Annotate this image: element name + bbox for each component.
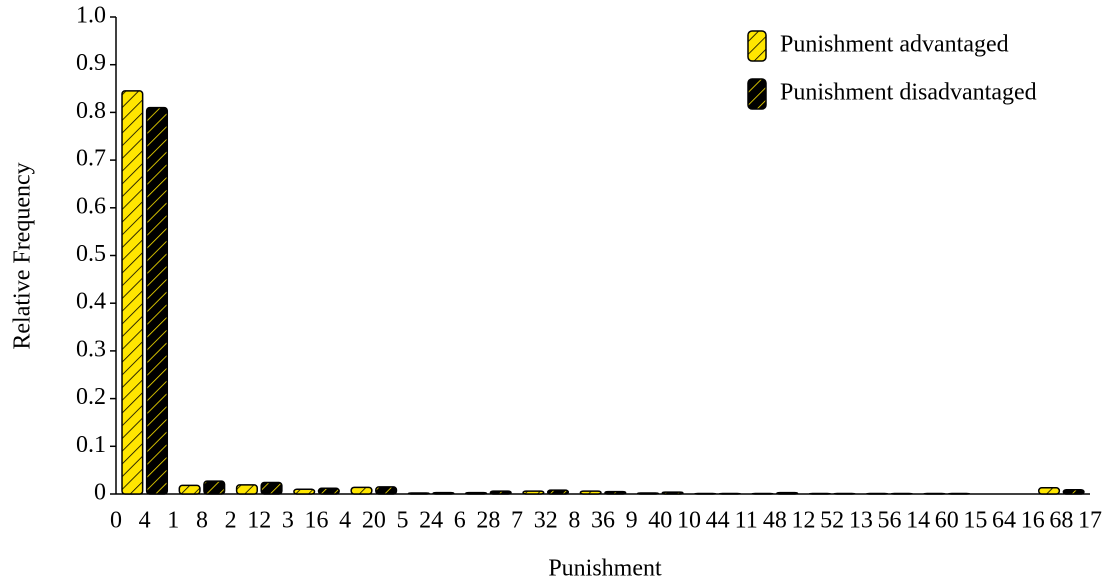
x-tick-label: 44 (706, 508, 730, 534)
y-tick-label: 1.0 (76, 3, 106, 29)
bar (465, 491, 488, 495)
x-tick-label: 68 (1049, 508, 1073, 534)
bar (145, 106, 169, 495)
y-axis-label: Relative Frequency (10, 162, 36, 349)
x-boundary-label: 10 (677, 508, 701, 534)
x-boundary-label: 14 (906, 508, 930, 534)
bar (407, 492, 430, 495)
x-tick-label: 8 (196, 508, 208, 534)
bar (636, 492, 660, 495)
y-tick-label: 0.8 (76, 98, 106, 124)
x-boundary-label: 9 (626, 508, 638, 534)
y-tick-label: 0.1 (76, 432, 106, 458)
bar (579, 490, 602, 495)
legend-swatch (747, 78, 767, 110)
bar (203, 480, 226, 495)
bar (546, 489, 570, 495)
bar (350, 486, 373, 495)
bar (522, 490, 545, 495)
x-tick-label: 60 (935, 508, 959, 534)
bar (604, 490, 627, 495)
x-boundary-label: 0 (110, 508, 122, 534)
x-boundary-label: 3 (282, 508, 294, 534)
bar (661, 491, 684, 495)
x-boundary-label: 13 (849, 508, 873, 534)
bar (293, 488, 316, 495)
y-tick-label: 0.6 (76, 193, 106, 219)
bar (1037, 487, 1061, 495)
y-tick-label: 0.3 (76, 336, 106, 362)
x-axis-label: Punishment (548, 556, 662, 582)
y-tick-label: 0.2 (76, 384, 106, 410)
x-boundary-label: 4 (339, 508, 351, 534)
x-tick-label: 20 (362, 508, 386, 534)
x-tick-label: 4 (139, 508, 151, 534)
bar (375, 486, 398, 495)
x-boundary-label: 12 (792, 508, 816, 534)
x-tick-label: 56 (877, 508, 901, 534)
legend-label: Punishment disadvantaged (780, 80, 1037, 106)
bar (178, 484, 201, 495)
bar (260, 481, 283, 495)
bar (776, 491, 799, 495)
y-tick-label: 0.9 (76, 50, 106, 76)
x-tick-label: 52 (820, 508, 844, 534)
x-tick-label: 28 (476, 508, 500, 534)
x-boundary-label: 1 (167, 508, 179, 534)
x-tick-label: 36 (591, 508, 615, 534)
x-boundary-label: 8 (568, 508, 580, 534)
bar (317, 487, 340, 495)
x-tick-label: 64 (992, 508, 1016, 534)
x-boundary-label: 17 (1078, 508, 1102, 534)
bar (1062, 488, 1085, 495)
y-tick-label: 0 (94, 480, 106, 506)
y-tick-label: 0.4 (76, 289, 106, 315)
x-boundary-label: 7 (511, 508, 523, 534)
x-tick-label: 40 (648, 508, 672, 534)
x-boundary-label: 16 (1021, 508, 1045, 534)
x-tick-label: 16 (305, 508, 329, 534)
y-tick-label: 0.5 (76, 241, 106, 267)
bar (432, 491, 455, 495)
x-boundary-label: 5 (396, 508, 408, 534)
legend-swatch (747, 30, 767, 62)
bar (235, 484, 258, 495)
x-tick-label: 32 (534, 508, 558, 534)
x-boundary-label: 2 (225, 508, 237, 534)
x-boundary-label: 6 (454, 508, 466, 534)
x-boundary-label: 11 (735, 508, 758, 534)
x-tick-label: 12 (247, 508, 271, 534)
bar (489, 490, 512, 495)
y-tick-label: 0.7 (76, 146, 106, 172)
x-boundary-label: 15 (963, 508, 987, 534)
x-tick-label: 24 (419, 508, 443, 534)
bar (121, 90, 144, 495)
legend-label: Punishment advantaged (780, 32, 1009, 58)
x-tick-label: 48 (763, 508, 787, 534)
